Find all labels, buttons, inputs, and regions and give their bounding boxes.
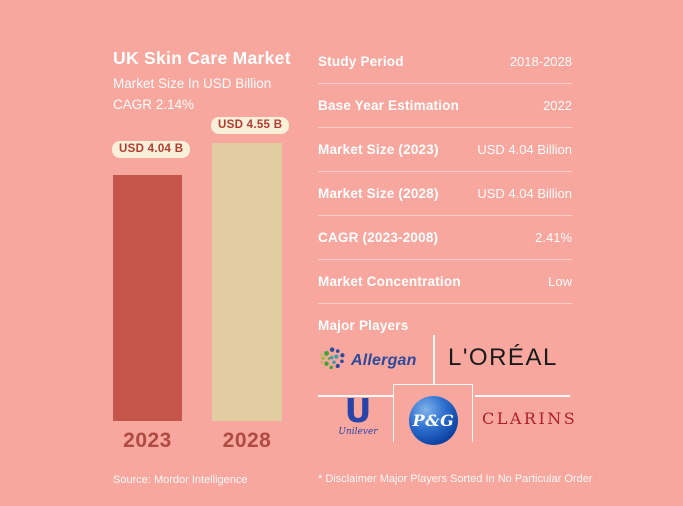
x-axis-label-2028: 2028 [222, 429, 272, 452]
major-players-heading: Major Players [318, 318, 409, 333]
disclaimer-note: * Disclaimer Major Players Sorted In No … [318, 473, 593, 485]
fact-value: Low [548, 274, 572, 289]
allergan-logo: Allergan [320, 346, 417, 376]
bar-value-pill-2023: USD 4.04 B [112, 141, 191, 158]
fact-row-market-size-2023: Market Size (2023) USD 4.04 Billion [318, 128, 572, 172]
chart-title: UK Skin Care Market [113, 48, 291, 68]
fact-label: Study Period [318, 54, 404, 69]
allergan-dots-icon [320, 345, 348, 378]
fact-value: 2018-2028 [509, 54, 572, 69]
source-note: Source: Mordor Intelligence [113, 474, 248, 486]
fact-label: Base Year Estimation [318, 98, 460, 113]
unilever-logo: U Unilever [332, 391, 384, 437]
bar-2023 [113, 175, 182, 421]
logo-grid-line-left [318, 395, 393, 397]
fact-value: 2.41% [535, 230, 572, 245]
fact-row-market-concentration: Market Concentration Low [318, 260, 572, 304]
unilever-wordmark: Unilever [338, 427, 378, 437]
pg-logo: P&G [409, 396, 458, 445]
pg-cell-outline [393, 384, 473, 442]
fact-label: Market Size (2023) [318, 142, 439, 157]
bar-value-pill-2028: USD 4.55 B [211, 117, 290, 134]
facts-table: Study Period 2018-2028 Base Year Estimat… [318, 40, 572, 347]
unilever-monogram: U [344, 391, 372, 430]
chart-subtitle: Market Size In USD Billion [113, 76, 272, 91]
fact-row-market-size-2028: Market Size (2028) USD 4.04 Billion [318, 172, 572, 216]
loreal-wordmark: L'ORÉAL [448, 344, 558, 371]
clarins-wordmark: CLARINS [482, 409, 578, 428]
x-axis-label-2023: 2023 [123, 429, 172, 452]
fact-value: USD 4.04 Billion [477, 186, 572, 201]
fact-value: 2022 [543, 98, 572, 113]
clarins-logo: CLARINS [482, 409, 577, 428]
pg-wordmark: P&G [412, 411, 455, 430]
bar-2028 [212, 143, 282, 421]
allergan-wordmark: Allergan [351, 352, 417, 369]
fact-label: CAGR (2023-2008) [318, 230, 439, 245]
fact-row-base-year: Base Year Estimation 2022 [318, 84, 572, 128]
fact-row-cagr: CAGR (2023-2008) 2.41% [318, 216, 572, 260]
fact-value: USD 4.04 Billion [477, 142, 572, 157]
loreal-logo: L'ORÉAL [448, 344, 558, 372]
chart-cagr-note: CAGR 2.14% [113, 97, 195, 112]
fact-row-major-players: Major Players [318, 304, 572, 347]
logo-grid-line-right [475, 395, 570, 397]
fact-label: Market Size (2028) [318, 186, 439, 201]
logo-grid-vertical-divider [433, 335, 435, 384]
fact-row-study-period: Study Period 2018-2028 [318, 40, 572, 84]
fact-label: Market Concentration [318, 274, 461, 289]
